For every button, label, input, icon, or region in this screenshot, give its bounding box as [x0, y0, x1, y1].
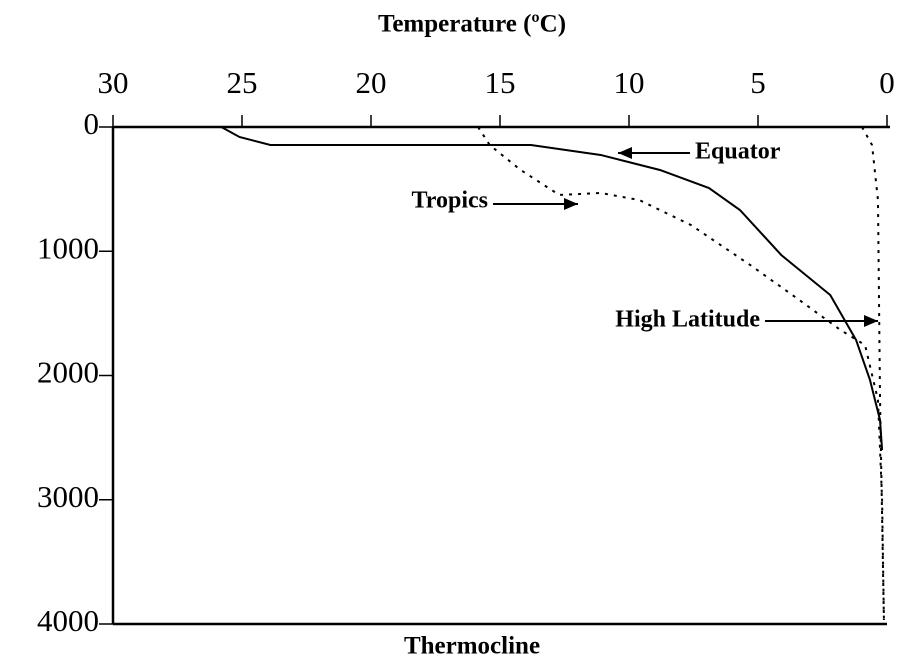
x-tick-label: 10	[614, 65, 645, 100]
y-tick-label: 2000	[37, 355, 99, 390]
x-axis-label: Thermocline	[404, 633, 540, 660]
arrow-head	[618, 147, 632, 159]
x-tick-label: 25	[227, 65, 258, 100]
annotation: Tropics	[412, 188, 488, 214]
y-tick-label: 4000	[37, 603, 99, 638]
line	[861, 126, 885, 621]
x-tick-label: 20	[356, 65, 387, 100]
annotation: High Latitude	[615, 307, 760, 333]
y-tick-label: 3000	[37, 479, 99, 514]
arrow-head	[864, 315, 878, 327]
y-tick-label: 0	[84, 106, 100, 141]
y-tick-label: 1000	[37, 230, 99, 265]
arrow-head	[564, 198, 578, 210]
x-tick-label: 30	[98, 65, 129, 100]
line	[220, 126, 884, 451]
x-tick-label: 15	[485, 65, 516, 100]
chart-title: Temperature (ºC)	[378, 11, 566, 38]
x-tick-label: 5	[750, 65, 766, 100]
annotation: Equator	[695, 139, 781, 165]
line	[477, 126, 885, 621]
x-tick-label: 0	[879, 65, 895, 100]
